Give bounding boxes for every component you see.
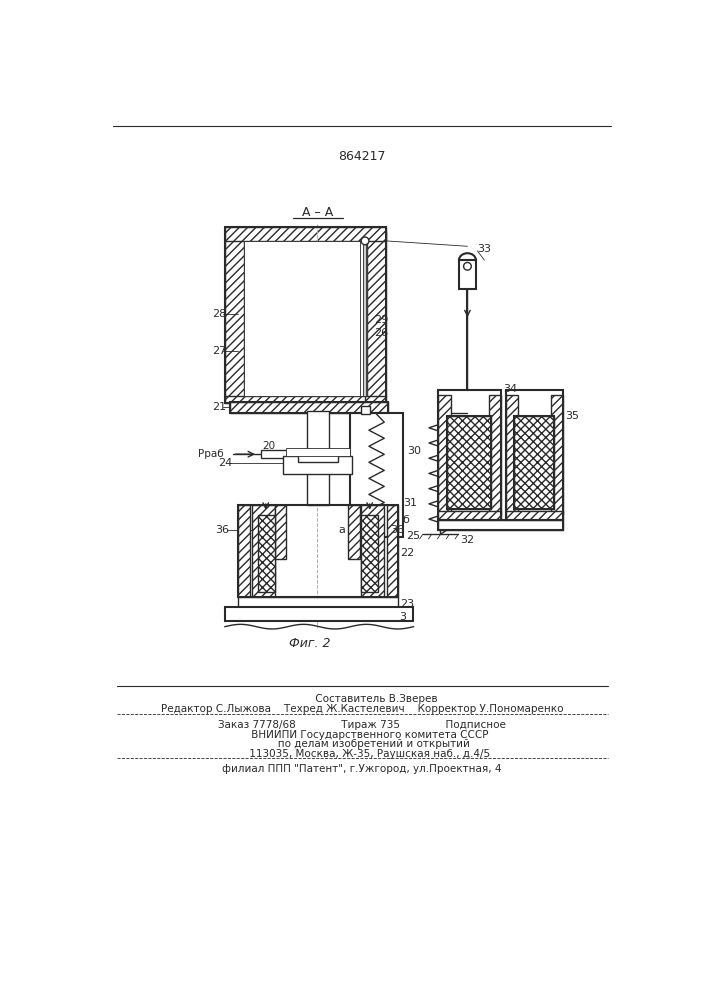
Text: а: а xyxy=(338,525,345,535)
Bar xyxy=(506,511,563,520)
Text: 23: 23 xyxy=(399,599,414,609)
Text: ВНИИПИ Государственного комитета СССР: ВНИИПИ Государственного комитета СССР xyxy=(235,730,489,740)
Bar xyxy=(348,505,360,559)
Bar xyxy=(438,520,563,530)
Bar xyxy=(489,395,501,514)
Bar xyxy=(238,505,250,597)
Text: б: б xyxy=(402,515,409,525)
Bar xyxy=(515,416,554,509)
Bar xyxy=(447,416,491,509)
Bar xyxy=(438,395,450,514)
Text: 32: 32 xyxy=(460,535,474,545)
Bar xyxy=(351,413,403,537)
Bar xyxy=(438,389,501,520)
Text: Фиг. 2: Фиг. 2 xyxy=(289,637,330,650)
Text: 24: 24 xyxy=(218,458,232,468)
Bar xyxy=(361,406,370,414)
Text: 31: 31 xyxy=(403,498,416,508)
Text: 36: 36 xyxy=(390,525,404,535)
Bar xyxy=(238,505,398,597)
Bar xyxy=(298,451,338,462)
Text: 30: 30 xyxy=(407,446,421,456)
Bar xyxy=(361,505,385,597)
Text: по делам изобретений и открытий: по делам изобретений и открытий xyxy=(255,739,469,749)
Bar xyxy=(506,395,518,514)
Bar xyxy=(225,227,386,403)
Text: 3: 3 xyxy=(399,612,407,622)
Text: филиал ППП "Патент", г.Ужгород, ул.Проектная, 4: филиал ППП "Патент", г.Ужгород, ул.Проек… xyxy=(222,764,502,774)
Bar xyxy=(438,520,563,530)
Text: 36: 36 xyxy=(215,525,229,535)
Bar xyxy=(225,396,386,403)
Text: 26: 26 xyxy=(374,328,388,338)
Bar xyxy=(238,597,398,607)
Bar xyxy=(261,450,308,458)
Bar xyxy=(360,240,368,396)
Bar xyxy=(506,389,563,520)
Bar xyxy=(368,232,386,397)
Text: 33: 33 xyxy=(477,244,491,254)
Text: А – А: А – А xyxy=(302,206,333,219)
Bar xyxy=(363,240,366,396)
Bar xyxy=(230,402,388,413)
Bar xyxy=(244,241,368,396)
Bar xyxy=(361,515,378,592)
Text: 29: 29 xyxy=(374,315,389,325)
Text: 35: 35 xyxy=(565,411,579,421)
Bar xyxy=(515,416,554,509)
Bar xyxy=(551,395,563,514)
Bar xyxy=(286,448,350,456)
Bar xyxy=(387,505,398,597)
Circle shape xyxy=(361,237,369,245)
Bar xyxy=(283,456,352,474)
Text: 28: 28 xyxy=(212,309,226,319)
Text: Редактор С.Лыжова    Техред Ж.Кастелевич    Корректор У.Пономаренко: Редактор С.Лыжова Техред Ж.Кастелевич Ко… xyxy=(160,704,563,714)
Bar xyxy=(308,411,329,505)
Bar xyxy=(258,515,275,592)
Bar xyxy=(225,232,244,397)
Bar xyxy=(225,227,386,241)
Text: 20: 20 xyxy=(262,441,276,451)
Text: 34: 34 xyxy=(503,384,517,394)
Text: 864217: 864217 xyxy=(338,150,386,163)
Bar xyxy=(252,505,275,597)
Bar xyxy=(230,402,388,413)
Bar xyxy=(225,607,413,620)
Text: Составитель В.Зверев: Составитель В.Зверев xyxy=(286,694,438,704)
Text: 27: 27 xyxy=(212,346,226,356)
Bar xyxy=(275,505,286,559)
Text: 22: 22 xyxy=(399,548,414,558)
Bar xyxy=(447,416,491,509)
Text: Заказ 7778/68              Тираж 735              Подписное: Заказ 7778/68 Тираж 735 Подписное xyxy=(218,720,506,730)
Text: 25: 25 xyxy=(406,531,420,541)
Circle shape xyxy=(464,262,472,270)
Bar xyxy=(438,511,501,520)
Text: 21: 21 xyxy=(212,402,226,412)
Bar xyxy=(459,260,476,289)
Text: Рраб: Рраб xyxy=(198,449,223,459)
Text: 113035, Москва, Ж-35, Раушская наб., д.4/5: 113035, Москва, Ж-35, Раушская наб., д.4… xyxy=(233,749,491,759)
